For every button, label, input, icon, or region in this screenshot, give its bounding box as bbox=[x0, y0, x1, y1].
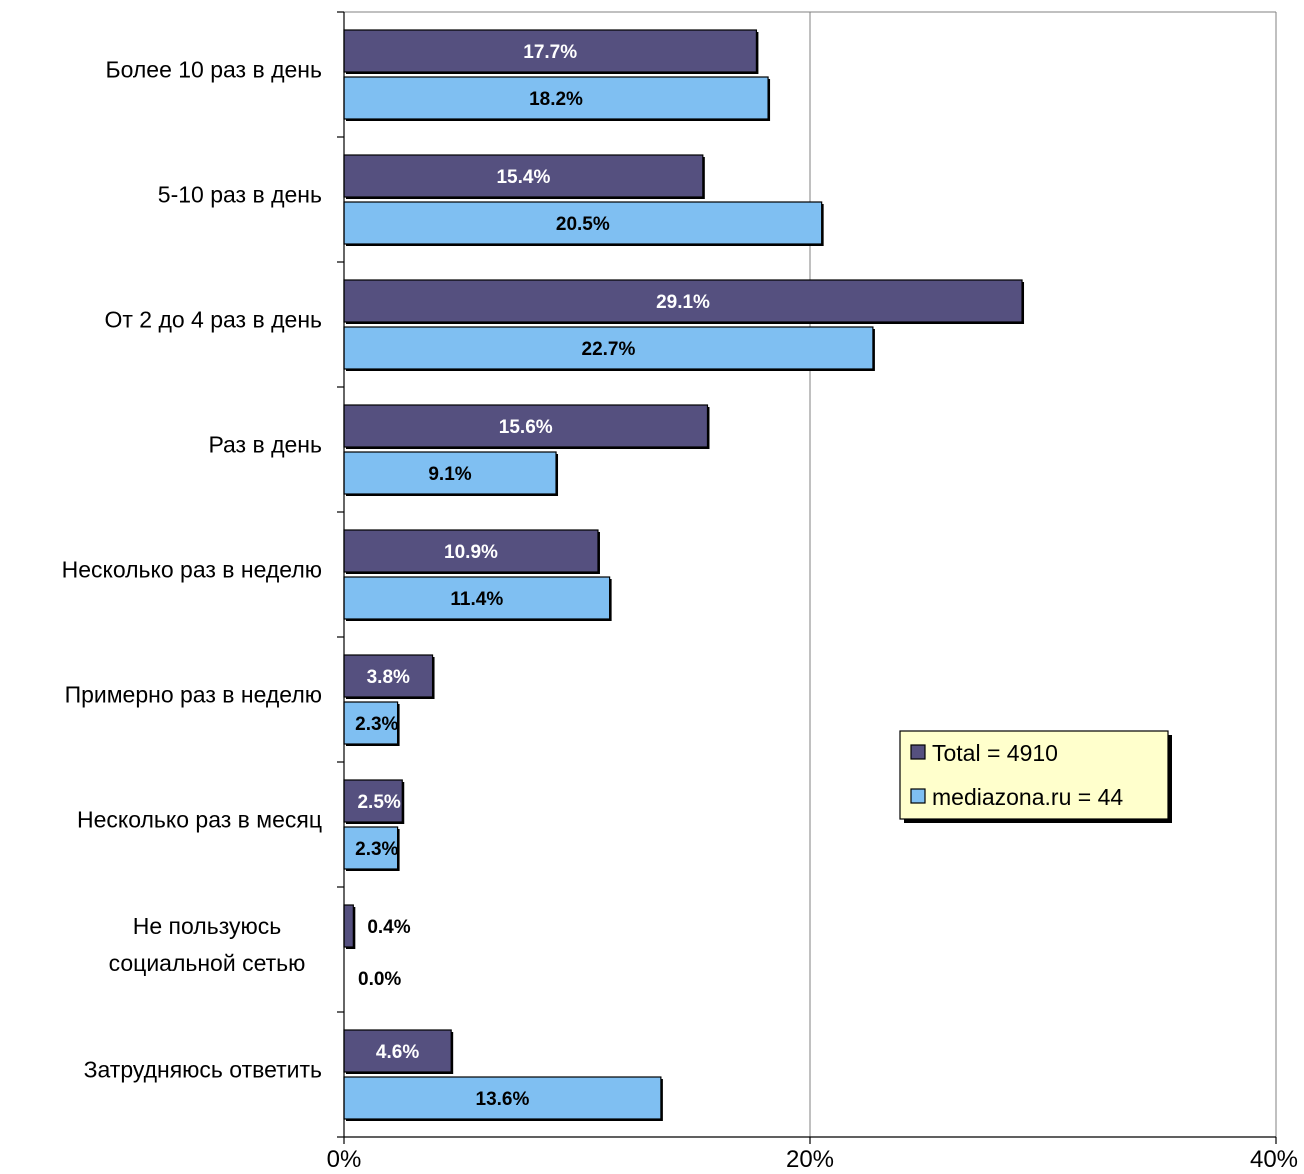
legend-label-2: mediazona.ru = 44 bbox=[932, 784, 1123, 810]
data-label: 15.6% bbox=[499, 417, 553, 438]
bar-series-1-cat-8 bbox=[343, 904, 354, 948]
x-tick-label: 40% bbox=[1250, 1146, 1298, 1173]
category-label: Не пользуюсь bbox=[133, 913, 281, 939]
category-label: Несколько раз в месяц bbox=[77, 807, 322, 833]
bar-series-1-cat-1 bbox=[343, 29, 758, 73]
data-label: 9.1% bbox=[428, 464, 471, 485]
data-label: 29.1% bbox=[656, 292, 710, 313]
legend-box bbox=[899, 730, 1169, 820]
data-label: 0.4% bbox=[367, 917, 410, 938]
data-label: 15.4% bbox=[496, 167, 550, 188]
chart-legend: Total = 4910 mediazona.ru = 44 bbox=[899, 730, 1172, 823]
grid-layer bbox=[344, 11, 1277, 1137]
legend-swatch-2 bbox=[910, 788, 926, 804]
bar-series-2-cat-5 bbox=[343, 576, 611, 620]
bar-series-1-cat-5 bbox=[343, 529, 599, 573]
category-label: Несколько раз в неделю bbox=[62, 557, 322, 583]
data-label: 22.7% bbox=[582, 339, 636, 360]
axis-layer: Более 10 раз в день 5-10 раз в день От 2 д… bbox=[62, 11, 1298, 1173]
category-label: 5-10 раз в день bbox=[158, 182, 322, 208]
data-label: 3.8% bbox=[367, 667, 410, 688]
bar-series-1-cat-3 bbox=[343, 279, 1023, 323]
category-label: От 2 до 4 раз в день bbox=[104, 307, 322, 333]
bar-series-1-cat-7 bbox=[343, 779, 403, 823]
category-label: Более 10 раз в день bbox=[105, 57, 322, 83]
bar-series-2-cat-2 bbox=[343, 201, 823, 245]
category-label: Затрудняюсь ответить bbox=[84, 1057, 322, 1083]
bar-series-2-cat-6 bbox=[343, 701, 399, 745]
data-label: 20.5% bbox=[556, 214, 610, 235]
data-label: 13.6% bbox=[476, 1089, 530, 1110]
x-tick-label: 0% bbox=[327, 1146, 362, 1173]
data-label: 17.7% bbox=[523, 42, 577, 63]
data-label: 18.2% bbox=[529, 89, 583, 110]
legend-label-1: Total = 4910 bbox=[932, 740, 1058, 766]
data-label: 0.0% bbox=[358, 969, 401, 990]
data-label: 2.3% bbox=[355, 839, 398, 860]
x-tick-label: 20% bbox=[786, 1146, 834, 1173]
category-label: Раз в день bbox=[208, 432, 322, 458]
bar-series-2-cat-4 bbox=[343, 451, 557, 495]
data-label: 11.4% bbox=[450, 589, 503, 610]
bar-series-1-cat-6 bbox=[343, 654, 434, 698]
bar-series-1-cat-4 bbox=[343, 404, 709, 448]
category-label: социальной сетью bbox=[109, 950, 306, 976]
data-label: 4.6% bbox=[376, 1042, 419, 1063]
bar-layer: 17.7% 18.2% 15.4% 20.5% 29.1% 22.7% 15.6% 9.1% 1… bbox=[343, 29, 1025, 1121]
category-label: Примерно раз в неделю bbox=[65, 682, 322, 708]
bar-series-2-cat-3 bbox=[343, 326, 874, 370]
bar-series-1-cat-2 bbox=[343, 154, 704, 198]
data-label: 2.5% bbox=[357, 792, 400, 813]
data-label: 10.9% bbox=[444, 542, 498, 563]
legend-swatch-1 bbox=[910, 744, 926, 760]
bar-series-2-cat-1 bbox=[343, 76, 769, 120]
data-label: 2.3% bbox=[355, 714, 398, 735]
